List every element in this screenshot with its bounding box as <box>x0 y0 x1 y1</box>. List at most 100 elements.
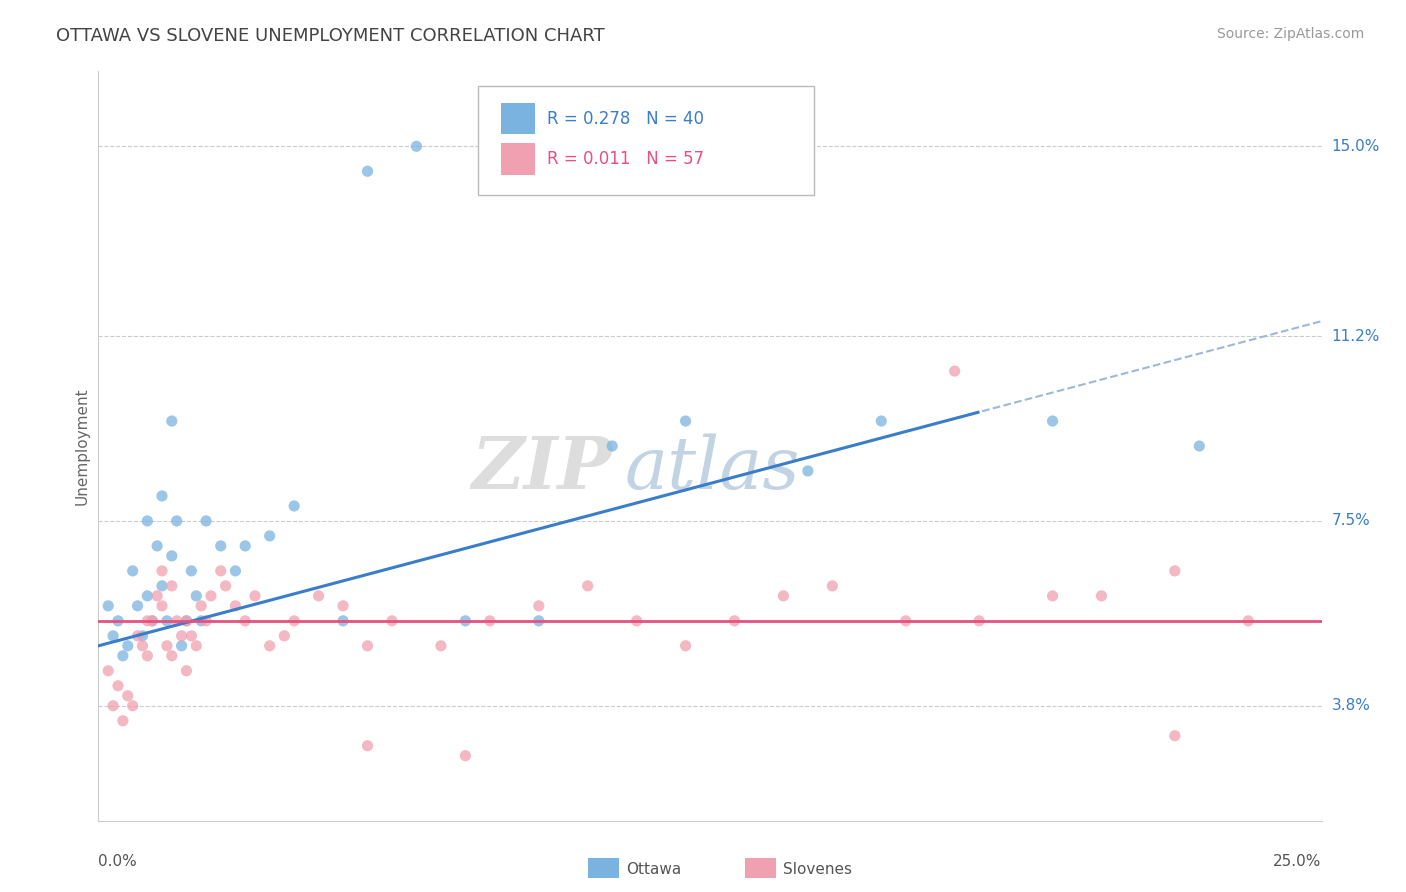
Text: Ottawa: Ottawa <box>626 863 681 877</box>
Point <box>1164 729 1187 743</box>
Point <box>180 629 202 643</box>
Point <box>136 514 159 528</box>
Text: 15.0%: 15.0% <box>1331 139 1379 153</box>
Point <box>186 639 208 653</box>
Point <box>180 564 202 578</box>
Point <box>308 589 330 603</box>
Point <box>283 614 305 628</box>
Point <box>200 589 222 603</box>
Point <box>195 614 218 628</box>
Point <box>967 614 990 628</box>
Point <box>121 564 143 578</box>
Point <box>870 414 893 428</box>
Point <box>121 698 143 713</box>
Point <box>176 664 198 678</box>
Text: R = 0.011   N = 57: R = 0.011 N = 57 <box>547 150 704 168</box>
Point <box>170 639 193 653</box>
Point <box>146 539 169 553</box>
Point <box>454 748 477 763</box>
Bar <box>501 103 536 135</box>
Point <box>141 614 163 628</box>
FancyBboxPatch shape <box>478 87 814 195</box>
Point <box>150 489 173 503</box>
Point <box>405 139 427 153</box>
Point <box>332 599 354 613</box>
Point <box>160 549 183 563</box>
Point <box>454 614 477 628</box>
Point <box>107 679 129 693</box>
Text: R = 0.278   N = 40: R = 0.278 N = 40 <box>547 110 704 128</box>
Point <box>107 614 129 628</box>
Text: atlas: atlas <box>624 434 800 504</box>
Text: 0.0%: 0.0% <box>98 855 138 870</box>
Point <box>430 639 453 653</box>
Point <box>156 639 179 653</box>
Point <box>176 614 198 628</box>
Point <box>170 629 193 643</box>
Point <box>195 514 218 528</box>
Point <box>127 599 149 613</box>
Point <box>273 629 295 643</box>
Point <box>283 499 305 513</box>
Point <box>381 614 404 628</box>
Point <box>356 739 378 753</box>
Y-axis label: Unemployment: Unemployment <box>75 387 90 505</box>
Point <box>150 599 173 613</box>
Point <box>131 639 153 653</box>
Point <box>101 698 124 713</box>
Point <box>131 629 153 643</box>
Point <box>259 529 281 543</box>
Point <box>97 599 120 613</box>
Point <box>160 579 183 593</box>
Point <box>233 614 256 628</box>
Point <box>141 614 163 628</box>
Point <box>600 439 623 453</box>
Text: 7.5%: 7.5% <box>1331 514 1371 528</box>
Text: 3.8%: 3.8% <box>1331 698 1371 714</box>
Point <box>943 364 966 378</box>
Point <box>224 599 246 613</box>
Point <box>160 648 183 663</box>
Point <box>127 629 149 643</box>
Point <box>1042 414 1064 428</box>
Point <box>821 579 844 593</box>
Point <box>527 614 550 628</box>
Text: Source: ZipAtlas.com: Source: ZipAtlas.com <box>1216 27 1364 41</box>
Point <box>576 579 599 593</box>
Text: Slovenes: Slovenes <box>783 863 852 877</box>
Point <box>186 589 208 603</box>
Point <box>478 614 501 628</box>
Point <box>176 614 198 628</box>
Point <box>224 564 246 578</box>
Point <box>156 614 179 628</box>
Point <box>166 514 188 528</box>
Point <box>190 599 212 613</box>
Text: ZIP: ZIP <box>471 433 612 504</box>
Point <box>356 164 378 178</box>
Point <box>136 648 159 663</box>
Bar <box>501 144 536 175</box>
Point <box>136 614 159 628</box>
Point <box>894 614 917 628</box>
Point <box>797 464 820 478</box>
Point <box>1237 614 1260 628</box>
Point <box>190 614 212 628</box>
Point <box>150 579 173 593</box>
Point <box>111 714 134 728</box>
Point <box>117 639 139 653</box>
Point <box>356 639 378 653</box>
Point <box>209 539 232 553</box>
Point <box>150 564 173 578</box>
Text: OTTAWA VS SLOVENE UNEMPLOYMENT CORRELATION CHART: OTTAWA VS SLOVENE UNEMPLOYMENT CORRELATI… <box>56 27 605 45</box>
Point <box>675 414 697 428</box>
Point <box>1164 564 1187 578</box>
Text: 11.2%: 11.2% <box>1331 328 1379 343</box>
Point <box>97 664 120 678</box>
Point <box>723 614 745 628</box>
Point <box>214 579 236 593</box>
Point <box>160 414 183 428</box>
Point <box>527 599 550 613</box>
Point <box>233 539 256 553</box>
Point <box>117 689 139 703</box>
Point <box>772 589 794 603</box>
